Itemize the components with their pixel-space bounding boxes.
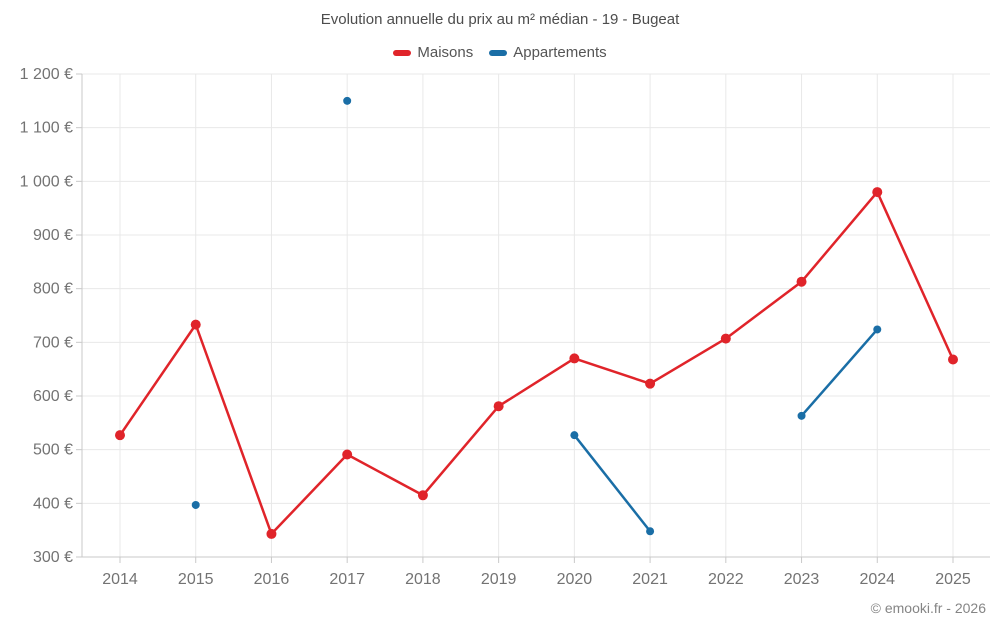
svg-text:1 100 €: 1 100 € [20,120,73,137]
appartements-point-2024[interactable] [873,325,882,334]
maisons-series [115,187,958,539]
svg-text:400 €: 400 € [33,495,73,512]
maisons-point-2015[interactable] [190,319,201,330]
svg-text:1 200 €: 1 200 € [20,66,73,83]
maisons-point-2021[interactable] [645,378,656,389]
axis-lines [76,73,990,563]
svg-text:2021: 2021 [632,571,668,588]
maisons-point-2018[interactable] [417,490,428,501]
appartements-line [573,433,652,533]
svg-text:2018: 2018 [405,571,441,588]
svg-text:800 €: 800 € [33,281,73,298]
chart-title: Evolution annuelle du prix au m² médian … [320,11,680,28]
maisons-point-2023[interactable] [796,276,807,287]
maisons-point-2022[interactable] [720,333,731,344]
svg-text:900 €: 900 € [33,227,73,244]
svg-text:2019: 2019 [481,571,517,588]
legend-item-appartements[interactable]: Appartements [489,44,607,61]
appartements-point-2021[interactable] [646,527,655,536]
appartements-series [191,96,882,536]
appartements-line [800,328,879,418]
chart-legend: Maisons Appartements [0,44,1000,61]
svg-text:1 000 €: 1 000 € [20,173,73,190]
svg-text:2014: 2014 [102,571,138,588]
axis-labels: 300 € 400 € 500 € 600 € 700 € 800 € 900 € 1 000… [20,66,971,588]
svg-text:2023: 2023 [784,571,820,588]
appartements-swatch-icon [489,49,508,56]
maisons-point-2024[interactable] [872,187,883,198]
svg-text:2025: 2025 [935,571,971,588]
maisons-point-2020[interactable] [569,353,580,364]
appartements-point-2015[interactable] [191,500,200,509]
maisons-point-2016[interactable] [266,528,277,539]
legend-label-appartements: Appartements [513,44,607,61]
maisons-swatch-icon [393,49,412,56]
maisons-point-2025[interactable] [948,354,958,365]
legend-label-maisons: Maisons [417,44,474,61]
appartements-point-2023[interactable] [797,411,806,420]
maisons-point-2014[interactable] [115,430,125,441]
svg-text:600 €: 600 € [33,388,73,405]
svg-text:700 €: 700 € [33,334,73,351]
svg-text:2016: 2016 [254,571,290,588]
svg-text:300 €: 300 € [33,549,73,566]
copyright-text: © emooki.fr - 2026 [870,600,986,616]
svg-text:500 €: 500 € [33,442,73,459]
maisons-point-2017[interactable] [342,449,353,460]
appartements-point-2017[interactable] [343,96,352,105]
grid-lines [82,73,990,558]
appartements-point-2020[interactable] [570,431,579,440]
svg-text:2020: 2020 [557,571,593,588]
maisons-line [118,190,955,536]
svg-text:2015: 2015 [178,571,214,588]
maisons-point-2019[interactable] [493,401,504,412]
svg-text:2022: 2022 [708,571,744,588]
svg-text:2024: 2024 [859,571,895,588]
legend-item-maisons[interactable]: Maisons [393,44,473,61]
svg-text:2017: 2017 [329,571,365,588]
